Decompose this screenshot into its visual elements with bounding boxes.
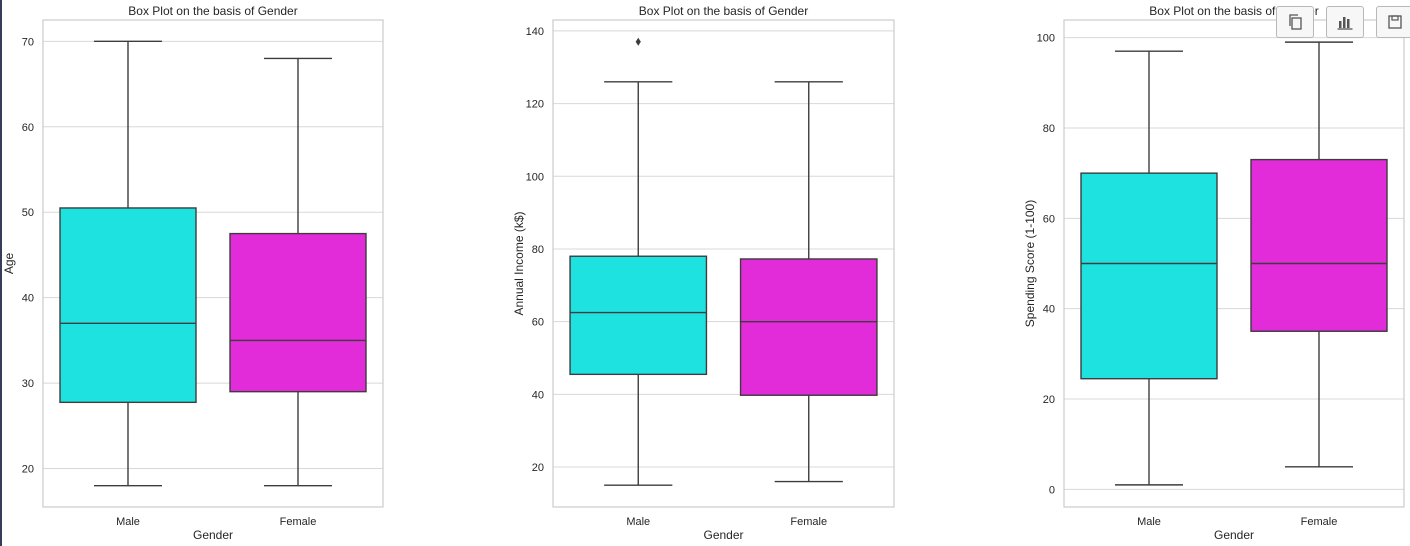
bar-chart-icon — [1337, 17, 1353, 30]
y-tick-label: 40 — [1043, 304, 1055, 316]
y-tick-label: 0 — [1049, 484, 1055, 496]
y-tick-label: 40 — [532, 389, 544, 401]
y-tick-label: 100 — [1037, 33, 1055, 45]
box-male — [1080, 172, 1218, 380]
y-tick-label: 100 — [526, 171, 544, 183]
x-tick-label: Female — [1301, 516, 1338, 528]
y-tick-label: 20 — [22, 464, 34, 476]
y-tick-label: 70 — [22, 36, 34, 48]
x-axis-label: Gender — [703, 528, 743, 542]
y-tick-label: 20 — [1043, 394, 1055, 406]
save-icon — [1388, 15, 1402, 29]
bar-chart-button[interactable] — [1326, 6, 1364, 38]
y-axis-label: Age — [2, 253, 16, 275]
x-axis-label: Gender — [1214, 528, 1254, 542]
y-tick-label: 30 — [22, 378, 34, 390]
x-tick-label: Male — [116, 516, 140, 528]
y-tick-label: 50 — [22, 207, 34, 219]
window-edge — [0, 0, 2, 546]
y-axis-label: Spending Score (1-100) — [1023, 200, 1037, 327]
x-tick-label: Male — [1137, 516, 1161, 528]
save-button[interactable] — [1376, 6, 1410, 38]
x-tick-label: Female — [790, 516, 827, 528]
y-tick-label: 60 — [1043, 213, 1055, 225]
box-male — [569, 255, 708, 376]
box-female — [1250, 158, 1388, 332]
copy-button[interactable] — [1276, 6, 1314, 38]
chart-title: Box Plot on the basis of Gender — [128, 4, 297, 18]
y-tick-label: 60 — [22, 122, 34, 134]
copy-icon — [1289, 14, 1302, 30]
x-tick-label: Female — [280, 516, 317, 528]
axes-frame — [552, 19, 895, 508]
chart-title: Box Plot on the basis of Gender — [639, 4, 808, 18]
x-axis-label: Gender — [193, 528, 233, 542]
outlier-point — [635, 37, 641, 46]
y-tick-label: 80 — [1043, 123, 1055, 135]
box-female — [739, 258, 878, 396]
axes-frame — [42, 19, 384, 508]
x-tick-label: Male — [626, 516, 650, 528]
y-tick-label: 60 — [532, 317, 544, 329]
y-tick-label: 20 — [532, 462, 544, 474]
y-axis-label: Annual Income (k$) — [512, 211, 526, 315]
box-female — [229, 232, 367, 393]
y-tick-label: 120 — [526, 99, 544, 111]
box-male — [59, 207, 197, 404]
y-tick-label: 80 — [532, 244, 544, 256]
axes-frame — [1063, 19, 1405, 508]
y-tick-label: 140 — [526, 26, 544, 38]
y-tick-label: 40 — [22, 293, 34, 305]
